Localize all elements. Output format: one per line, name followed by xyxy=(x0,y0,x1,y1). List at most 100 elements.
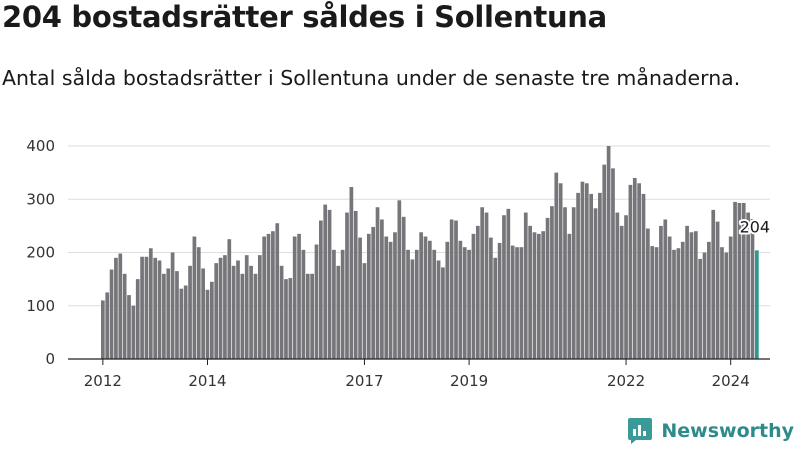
bar xyxy=(646,228,650,359)
bar xyxy=(558,183,563,359)
bar xyxy=(175,271,179,359)
bar xyxy=(166,268,171,359)
bar xyxy=(406,249,410,359)
bar xyxy=(122,273,127,359)
bar xyxy=(523,212,528,359)
bar xyxy=(584,183,589,359)
bar xyxy=(550,206,554,359)
bar xyxy=(397,200,402,359)
bar xyxy=(196,247,201,359)
bar xyxy=(319,220,323,359)
bar xyxy=(654,247,659,359)
bar xyxy=(606,146,611,359)
bar xyxy=(310,273,314,359)
bar xyxy=(153,257,158,359)
bar xyxy=(746,212,750,359)
brand-logo: Newsworthy xyxy=(627,414,794,448)
bar xyxy=(271,231,275,359)
x-tick-label: 2019 xyxy=(450,372,488,390)
x-tick-label: 2014 xyxy=(188,372,226,390)
bar xyxy=(750,218,755,359)
bar xyxy=(401,216,406,359)
bar xyxy=(615,212,620,359)
bar xyxy=(253,273,258,359)
bar xyxy=(210,281,214,359)
bar xyxy=(663,219,668,359)
bar xyxy=(672,249,676,359)
y-tick-label: 200 xyxy=(26,244,55,262)
bar xyxy=(170,252,175,359)
bar xyxy=(101,300,105,359)
bar xyxy=(576,192,580,359)
bar xyxy=(236,260,240,359)
bar xyxy=(244,255,249,359)
bar xyxy=(624,215,628,359)
bar xyxy=(218,257,223,359)
bar xyxy=(192,236,197,359)
bar xyxy=(114,257,118,359)
bar xyxy=(140,256,144,359)
bar xyxy=(728,236,733,359)
bar xyxy=(741,202,746,359)
bar xyxy=(593,208,598,359)
bar xyxy=(362,263,367,359)
bar xyxy=(693,231,698,359)
bar xyxy=(301,249,306,359)
bar xyxy=(327,209,332,359)
bar xyxy=(676,248,681,359)
bar xyxy=(484,212,489,359)
bar xyxy=(445,241,450,359)
bar xyxy=(537,233,541,359)
bar xyxy=(380,219,384,359)
bar xyxy=(720,247,724,359)
bar xyxy=(214,263,219,359)
bar xyxy=(284,279,288,359)
bar xyxy=(632,177,637,359)
brand-name: Newsworthy xyxy=(661,420,794,442)
bar xyxy=(532,232,537,359)
bar xyxy=(475,225,480,359)
bar xyxy=(279,265,284,359)
x-tick-label: 2012 xyxy=(84,372,122,390)
bar xyxy=(502,215,506,359)
bar xyxy=(563,207,567,359)
bar xyxy=(371,226,376,359)
bar xyxy=(602,164,607,359)
bar xyxy=(480,207,485,359)
bar xyxy=(685,225,689,359)
bar xyxy=(205,289,210,359)
bar xyxy=(375,207,380,359)
y-tick-label: 0 xyxy=(45,350,55,368)
bar xyxy=(410,259,415,359)
bar xyxy=(358,237,362,359)
bar xyxy=(702,252,707,359)
bar xyxy=(510,245,515,359)
bar xyxy=(157,260,162,359)
bar xyxy=(436,260,441,359)
y-tick-label: 400 xyxy=(26,137,55,155)
bar xyxy=(340,249,345,359)
bar xyxy=(619,225,624,359)
bar xyxy=(366,233,371,359)
bar xyxy=(414,249,419,359)
bar xyxy=(489,237,493,359)
bar xyxy=(432,249,437,359)
bar-chart: 0 100 200 300 400 2012 2014 2017 2019 2022 2024 204 xyxy=(26,137,772,390)
bar xyxy=(449,219,454,359)
bar xyxy=(667,236,672,359)
bar xyxy=(393,232,397,359)
bar xyxy=(148,248,153,359)
bar xyxy=(118,253,123,359)
bar xyxy=(257,255,262,359)
bar xyxy=(441,267,445,359)
bar xyxy=(589,193,594,359)
bar xyxy=(353,210,358,359)
bar xyxy=(127,295,131,359)
x-tick-label: 2024 xyxy=(712,372,750,390)
x-tick-label: 2022 xyxy=(607,372,645,390)
bar xyxy=(388,241,393,359)
bar xyxy=(419,232,423,359)
bar xyxy=(223,255,227,359)
bar xyxy=(506,208,511,359)
bar xyxy=(227,239,232,359)
